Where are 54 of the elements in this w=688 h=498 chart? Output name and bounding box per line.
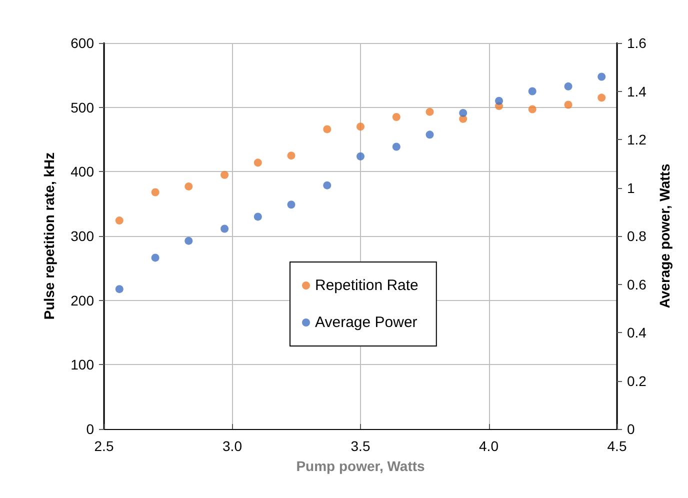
point — [598, 94, 606, 102]
y2-tick-label: 0.6 — [627, 276, 647, 292]
x-axis-title: Pump power, Watts — [296, 458, 426, 474]
point — [392, 112, 400, 121]
point — [254, 212, 262, 221]
point — [564, 100, 572, 109]
y2-tick-label: 0.8 — [627, 228, 647, 244]
point — [151, 188, 160, 196]
point — [323, 125, 332, 134]
y2-tick-label: 0.4 — [627, 324, 647, 340]
point — [115, 216, 124, 225]
x-tick-label: 3.0 — [222, 438, 242, 454]
point — [356, 122, 364, 131]
y-tick-label: 400 — [70, 164, 94, 180]
y-tick-label: 0 — [86, 421, 94, 437]
legend-label: Average Power — [315, 314, 418, 331]
point — [220, 224, 229, 233]
point — [426, 108, 434, 116]
point — [426, 130, 434, 139]
point — [254, 158, 262, 167]
point — [184, 182, 193, 190]
y-tick-label: 600 — [70, 35, 94, 51]
point — [151, 254, 160, 262]
y-tick-label: 100 — [70, 356, 94, 373]
point — [287, 200, 296, 209]
y2-tick-label: 0.2 — [627, 372, 647, 389]
point — [528, 105, 536, 114]
point — [495, 96, 504, 105]
point — [220, 170, 229, 179]
point — [356, 152, 364, 160]
y-tick-label: 200 — [70, 292, 94, 308]
point — [184, 236, 193, 245]
legend-label: Repetition Rate — [315, 277, 418, 294]
x-tick-label: 4.5 — [607, 438, 627, 454]
y-axis-title: Pulse repetition rate, kHz — [41, 152, 57, 320]
x-tick-label: 3.5 — [350, 438, 370, 454]
y2-tick-label: 1.2 — [627, 132, 647, 148]
point — [598, 72, 606, 81]
x-tick-label: 2.5 — [94, 438, 114, 454]
y-tick-label: 500 — [70, 99, 94, 116]
y-tick-label: 300 — [70, 228, 94, 244]
point — [323, 181, 332, 190]
point — [564, 82, 572, 90]
y2-tick-label: 1 — [627, 180, 635, 196]
y2-tick-label: 1.4 — [627, 83, 647, 100]
y2-tick-label: 0 — [627, 421, 635, 437]
y2-tick-label: 1.6 — [627, 35, 647, 51]
point — [459, 108, 468, 117]
point — [528, 87, 536, 96]
x-tick-label: 4.0 — [479, 438, 499, 454]
point — [115, 285, 124, 294]
y2-axis-title: Average power, Watts — [656, 164, 672, 308]
point — [392, 142, 400, 151]
point — [287, 152, 296, 160]
